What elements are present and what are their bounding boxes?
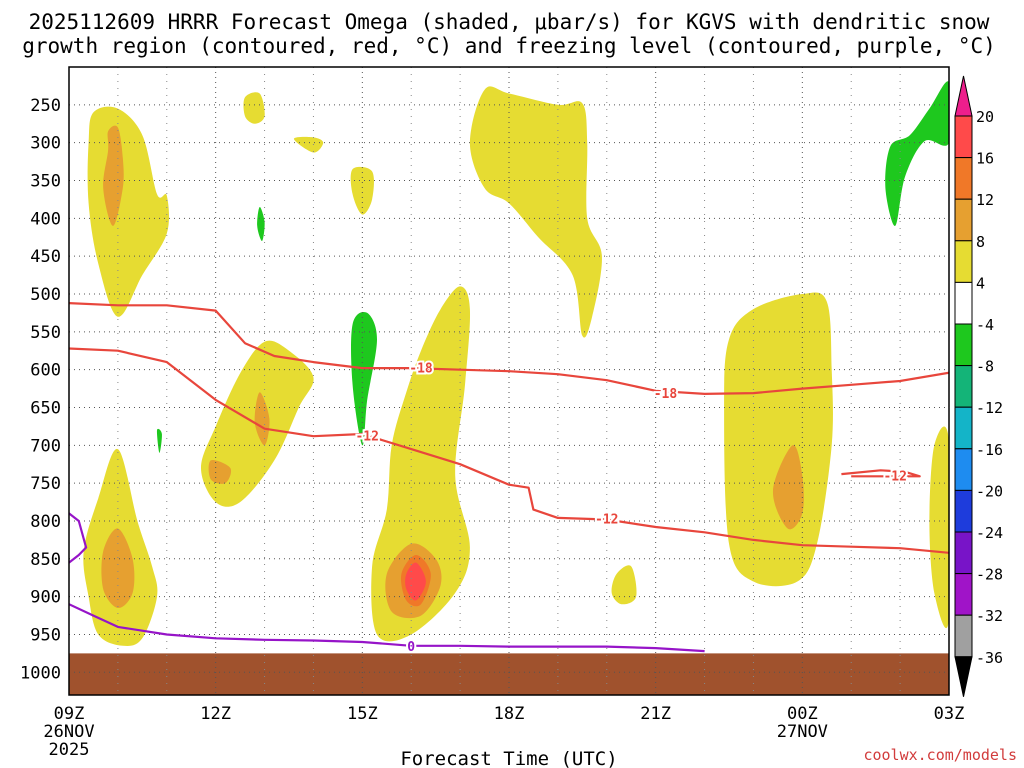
colorbar-segment xyxy=(954,198,973,242)
omega-region xyxy=(469,86,602,338)
omega-region xyxy=(293,136,324,153)
x-tick-label: 15Z xyxy=(347,704,378,724)
colorbar-label: -16 xyxy=(976,441,1003,459)
omega-region xyxy=(103,125,124,226)
colorbar-segment xyxy=(954,531,973,575)
omega-region xyxy=(101,528,135,609)
colorbar-top-cap xyxy=(954,75,973,117)
colorbar-label: 12 xyxy=(976,191,994,209)
colorbar-label: -36 xyxy=(976,649,1003,667)
colorbar-label: -12 xyxy=(976,399,1003,417)
omega-region xyxy=(371,286,471,642)
dgz-contour-line xyxy=(69,302,949,395)
omega-region xyxy=(772,445,804,530)
colorbar-segment xyxy=(954,281,973,325)
dgz-contour-label: -12 xyxy=(883,470,906,485)
y-tick-label: 700 xyxy=(30,436,61,456)
ground-surface xyxy=(69,653,949,695)
colorbar-segment xyxy=(954,323,973,367)
omega-negative-region xyxy=(257,206,265,242)
y-tick-label: 300 xyxy=(30,134,61,154)
colorbar-segment xyxy=(954,489,973,533)
colorbar-segment xyxy=(954,240,973,283)
omega-region xyxy=(611,565,637,605)
omega-region xyxy=(929,426,949,629)
x-tick-label: 00Z xyxy=(787,704,818,724)
colorbar-label: -24 xyxy=(976,524,1003,542)
colorbar-label: -20 xyxy=(976,482,1003,500)
dgz-contour-label: -12 xyxy=(355,429,378,444)
x-tick-label: 18Z xyxy=(494,704,525,724)
freezing-contour-line xyxy=(69,512,88,564)
plot-frame xyxy=(68,66,950,696)
colorbar-label: 16 xyxy=(976,150,994,168)
x-tick-date: 27NOV xyxy=(777,722,828,742)
y-tick-label: 350 xyxy=(30,171,61,191)
freezing-contour-line xyxy=(69,603,705,653)
y-tick-label: 650 xyxy=(30,398,61,418)
x-axis-label: Forecast Time (UTC) xyxy=(400,748,617,768)
colorbar-label: 4 xyxy=(976,274,985,292)
credit-text: coolwx.com/models xyxy=(863,746,1017,764)
dgz-contour-label: -18 xyxy=(409,361,433,376)
x-tick-label: 09Z xyxy=(54,704,85,724)
chart-title-line-2: growth region (contoured, red, °C) and f… xyxy=(22,34,996,58)
omega-negative-region xyxy=(156,428,162,453)
y-tick-label: 950 xyxy=(30,625,61,645)
omega-region xyxy=(254,392,270,446)
omega-region xyxy=(243,92,265,124)
dgz-contour-label: -18 xyxy=(654,387,678,402)
colorbar-label: -28 xyxy=(976,566,1003,584)
x-tick-year: 2025 xyxy=(49,740,90,760)
colorbar-label: 20 xyxy=(976,108,994,126)
colorbar-segment xyxy=(954,614,973,658)
omega-region xyxy=(350,166,374,215)
omega-region xyxy=(208,460,232,484)
dgz-contour-line xyxy=(69,347,949,554)
x-tick-label: 12Z xyxy=(200,704,231,724)
dgz-contour-line xyxy=(841,469,921,478)
y-tick-label: 1000 xyxy=(20,663,61,683)
omega-negative-region xyxy=(885,81,949,226)
x-tick-date: 26NOV xyxy=(43,722,94,742)
colorbar-label: 8 xyxy=(976,233,985,251)
colorbar-segment xyxy=(954,406,973,450)
y-tick-label: 900 xyxy=(30,588,61,608)
colorbar-label: -8 xyxy=(976,358,994,376)
colorbar-label: -4 xyxy=(976,316,994,334)
dgz-contour-label: -12 xyxy=(595,513,618,528)
colorbar-segment xyxy=(954,365,973,408)
colorbar: 20 16 12 8 4 -4 -8 -12 -16 -20 -24 -28 -32 -36 xyxy=(954,75,1003,697)
x-tick-label: 03Z xyxy=(934,704,965,724)
omega-shading xyxy=(69,81,949,695)
colorbar-segment xyxy=(954,448,973,491)
y-tick-label: 250 xyxy=(30,96,61,116)
x-tick-label: 21Z xyxy=(640,704,671,724)
gridlines xyxy=(69,67,949,695)
y-axis: 250 300 350 400 450 500 550 600 650 700 750 800 850 9… xyxy=(20,96,61,683)
y-tick-label: 450 xyxy=(30,247,61,267)
omega-negative-region xyxy=(351,311,377,446)
y-tick-label: 600 xyxy=(30,361,61,381)
y-tick-label: 800 xyxy=(30,512,61,532)
colorbar-bottom-cap xyxy=(954,656,973,697)
colorbar-segment xyxy=(954,573,973,616)
omega-region xyxy=(405,562,426,601)
y-tick-label: 400 xyxy=(30,209,61,229)
omega-region xyxy=(724,292,833,587)
y-tick-label: 500 xyxy=(30,285,61,305)
contours: -18 -18 -12 -12 -12 0 xyxy=(69,302,949,657)
colorbar-label: -32 xyxy=(976,607,1003,625)
y-tick-label: 750 xyxy=(30,474,61,494)
freezing-contour-label: 0 xyxy=(407,640,415,655)
y-tick-label: 850 xyxy=(30,550,61,570)
chart-title-line-1: 2025112609 HRRR Forecast Omega (shaded, … xyxy=(29,10,990,34)
colorbar-segment xyxy=(954,157,973,200)
colorbar-segment xyxy=(954,115,973,159)
y-tick-label: 550 xyxy=(30,323,61,343)
